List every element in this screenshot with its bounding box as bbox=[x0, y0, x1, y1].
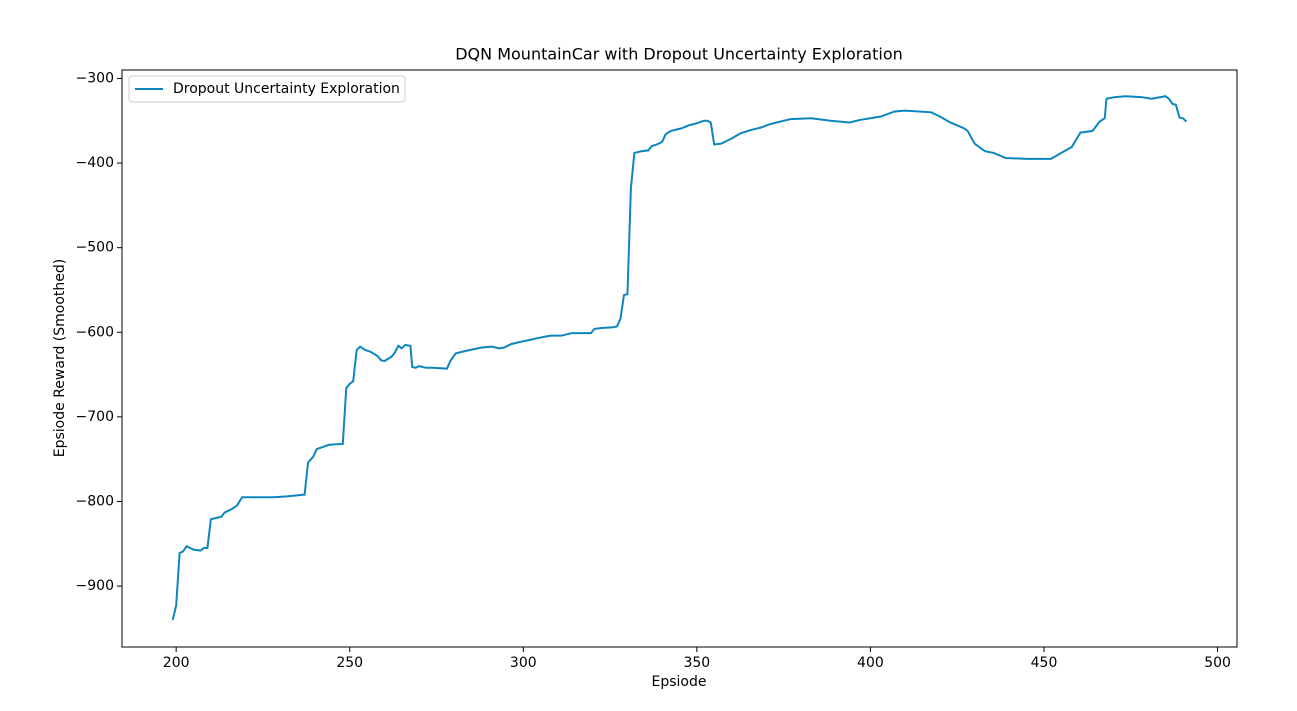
y-tick-label: −900 bbox=[76, 578, 114, 594]
y-tick-label: −700 bbox=[76, 409, 114, 425]
y-axis-label: Epsiode Reward (Smoothed) bbox=[52, 259, 68, 457]
x-tick-label: 350 bbox=[683, 655, 710, 671]
x-tick-label: 450 bbox=[1031, 655, 1058, 671]
y-tick-label: −500 bbox=[76, 240, 114, 256]
x-axis-label: Epsiode bbox=[652, 674, 707, 690]
data-line bbox=[171, 95, 1188, 621]
legend-box bbox=[128, 75, 406, 103]
x-tick-label: 500 bbox=[1204, 655, 1231, 671]
x-tick-label: 250 bbox=[336, 655, 363, 671]
x-tick-label: 200 bbox=[163, 655, 190, 671]
y-tick-label: −800 bbox=[76, 493, 114, 509]
y-tick-label: −600 bbox=[76, 324, 114, 340]
y-tick-label: −300 bbox=[76, 70, 114, 86]
plot-frame bbox=[121, 69, 1238, 648]
x-tick-label: 300 bbox=[510, 655, 537, 671]
chart-title: DQN MountainCar with Dropout Uncertainty… bbox=[455, 45, 903, 64]
x-tick-label: 400 bbox=[857, 655, 884, 671]
y-tick-label: −400 bbox=[76, 155, 114, 171]
legend-label: Dropout Uncertainty Exploration bbox=[173, 81, 400, 97]
